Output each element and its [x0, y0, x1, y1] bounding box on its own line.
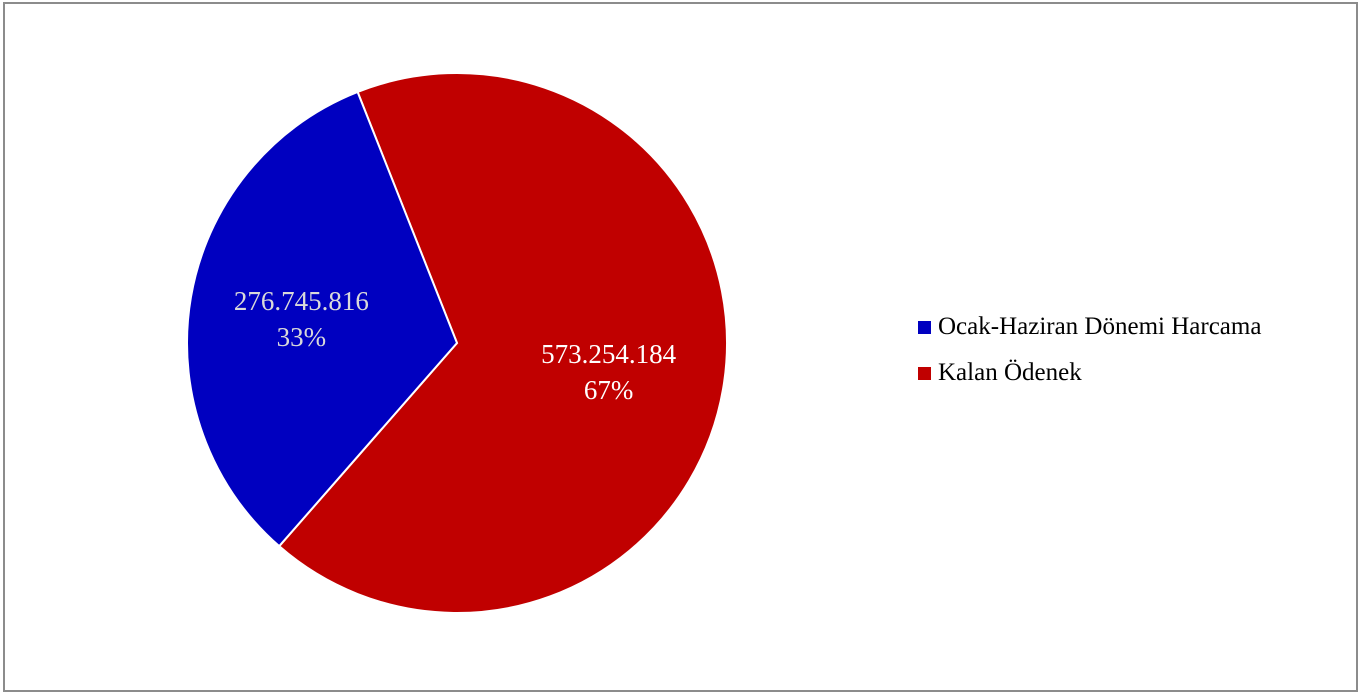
pie-slice-kalan-odenek	[277, 72, 728, 614]
legend: Ocak-Haziran Dönemi Harcama Kalan Ödenek	[918, 304, 1261, 396]
legend-swatch-kalan-odenek	[918, 366, 931, 380]
legend-item-harcama: Ocak-Haziran Dönemi Harcama	[918, 304, 1261, 350]
slice-value-label-harcama: 276.745.816	[234, 286, 369, 316]
legend-swatch-harcama	[918, 320, 931, 334]
slice-percent-label-kalan-odenek: 67%	[584, 375, 634, 405]
legend-label-harcama: Ocak-Haziran Dönemi Harcama	[938, 313, 1262, 340]
legend-label-kalan-odenek: Kalan Ödenek	[938, 359, 1082, 386]
pie-slice-harcama	[186, 90, 459, 548]
slice-percent-label-harcama: 33%	[277, 322, 327, 352]
legend-item-kalan-odenek: Kalan Ödenek	[918, 350, 1261, 396]
slice-value-label-kalan-odenek: 573.254.184	[541, 339, 677, 369]
